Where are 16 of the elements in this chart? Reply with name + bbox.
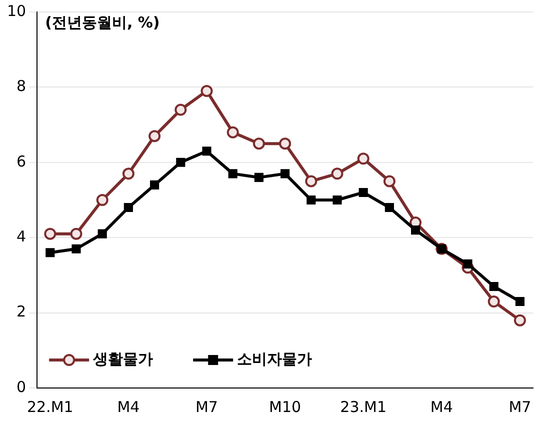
x-tick-label: 22.M1 — [26, 398, 74, 416]
y-tick-label: 8 — [16, 77, 26, 96]
x-tick-label: 23.M1 — [340, 398, 387, 416]
x-tick-label: M4 — [117, 398, 140, 416]
y-tick-label: 10 — [6, 2, 26, 20]
x-tick-label: M7 — [195, 398, 218, 416]
annotation: (전년동월비, %) — [45, 13, 160, 32]
x-tick-label: M7 — [508, 398, 532, 416]
x-tick-label: M10 — [269, 398, 302, 416]
y-tick-label: 4 — [16, 227, 26, 246]
y-tick-label: 0 — [16, 378, 26, 396]
x-tick-label: M4 — [430, 398, 453, 416]
legend-label: 생활물가 — [92, 350, 154, 368]
y-tick-label: 2 — [16, 302, 26, 321]
legend-label: 소비자물가 — [237, 350, 312, 368]
y-tick-label: 6 — [16, 152, 26, 170]
